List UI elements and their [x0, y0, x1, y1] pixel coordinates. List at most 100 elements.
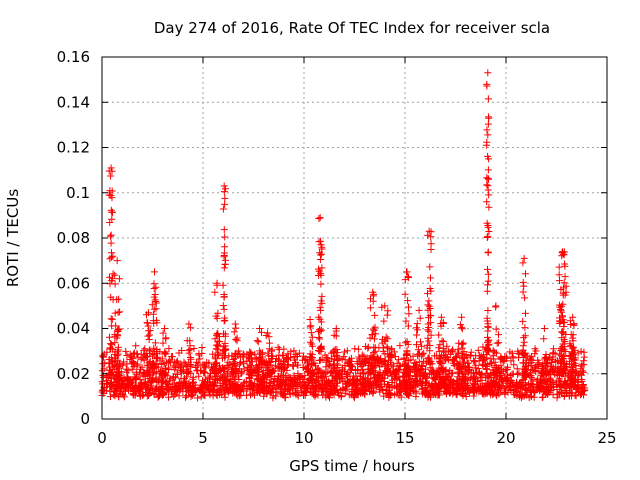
data-point [404, 297, 412, 305]
data-point [213, 392, 221, 399]
data-point [316, 315, 324, 323]
data-point [111, 362, 119, 370]
data-point [562, 348, 570, 355]
data-point [269, 385, 277, 393]
data-point [266, 382, 274, 390]
data-point [219, 302, 227, 309]
data-point [205, 373, 213, 381]
data-point [307, 367, 315, 375]
data-point [521, 350, 529, 358]
data-point [279, 351, 287, 359]
data-point [220, 252, 228, 259]
data-point [108, 249, 115, 257]
data-point [460, 385, 468, 393]
data-point [488, 388, 496, 396]
y-tick-label: 0.08 [57, 229, 90, 247]
data-point [182, 393, 189, 401]
data-point [147, 382, 155, 390]
data-point [560, 362, 568, 370]
data-point [424, 301, 432, 309]
data-point [221, 354, 229, 362]
data-point [491, 348, 499, 356]
data-point [530, 389, 538, 397]
data-point [378, 383, 386, 391]
data-point [386, 369, 394, 377]
data-point [531, 367, 539, 374]
data-point [519, 383, 527, 391]
data-point [306, 375, 314, 383]
data-point [152, 283, 160, 291]
data-point [483, 345, 491, 353]
data-point [571, 347, 579, 355]
data-point [313, 366, 321, 373]
data-point [265, 352, 273, 360]
data-point [520, 338, 528, 346]
data-point [315, 373, 323, 381]
data-point [108, 208, 116, 216]
data-point [292, 391, 300, 399]
data-point [482, 365, 490, 373]
data-point [212, 341, 220, 349]
data-point [198, 344, 206, 351]
data-point [510, 361, 518, 369]
data-point [455, 349, 463, 357]
data-point [345, 362, 353, 370]
data-point [302, 382, 310, 390]
data-point [570, 321, 578, 329]
data-point [315, 215, 323, 222]
data-point [562, 282, 570, 290]
data-point [105, 372, 113, 380]
data-point [332, 369, 340, 377]
y-axis-ticks: 0 0.02 0.04 0.06 0.08 0.1 0.12 0.14 0.16 [57, 48, 607, 428]
data-point [161, 325, 169, 332]
data-point [471, 380, 479, 388]
x-axis-label: GPS time / hours [289, 457, 415, 475]
data-point [156, 376, 164, 384]
data-point [318, 264, 326, 272]
data-point [520, 334, 528, 342]
data-point [183, 363, 191, 371]
data-point [487, 379, 495, 387]
data-point [456, 364, 464, 372]
data-point [174, 360, 182, 368]
data-point [111, 374, 119, 382]
data-point [443, 383, 451, 390]
data-point [170, 392, 178, 400]
data-point [580, 368, 588, 376]
data-point [335, 354, 343, 362]
data-point [483, 317, 491, 325]
data-point [181, 380, 189, 388]
data-point [483, 234, 491, 241]
data-point [111, 271, 119, 279]
data-point [483, 287, 491, 295]
data-point [437, 313, 445, 321]
data-point [546, 363, 554, 370]
data-point [111, 309, 119, 317]
data-point [468, 383, 476, 391]
data-point [382, 333, 390, 341]
data-point [281, 386, 288, 394]
data-point [403, 370, 411, 378]
data-point [543, 389, 550, 396]
data-point [567, 321, 575, 328]
data-point [425, 302, 433, 310]
data-point [493, 339, 501, 347]
data-point [236, 350, 244, 358]
data-point [115, 346, 122, 354]
data-point [143, 385, 151, 393]
data-point [136, 368, 144, 376]
data-point [294, 372, 302, 380]
data-point [321, 380, 329, 388]
data-point [140, 356, 148, 364]
data-point [187, 393, 195, 401]
data-point [559, 329, 567, 337]
data-point [448, 369, 456, 377]
data-point [213, 279, 221, 287]
data-point [430, 375, 438, 383]
y-tick-label: 0.02 [57, 365, 90, 383]
data-point [133, 362, 141, 370]
data-point [114, 309, 122, 316]
data-point [99, 360, 107, 368]
data-point [122, 347, 130, 355]
